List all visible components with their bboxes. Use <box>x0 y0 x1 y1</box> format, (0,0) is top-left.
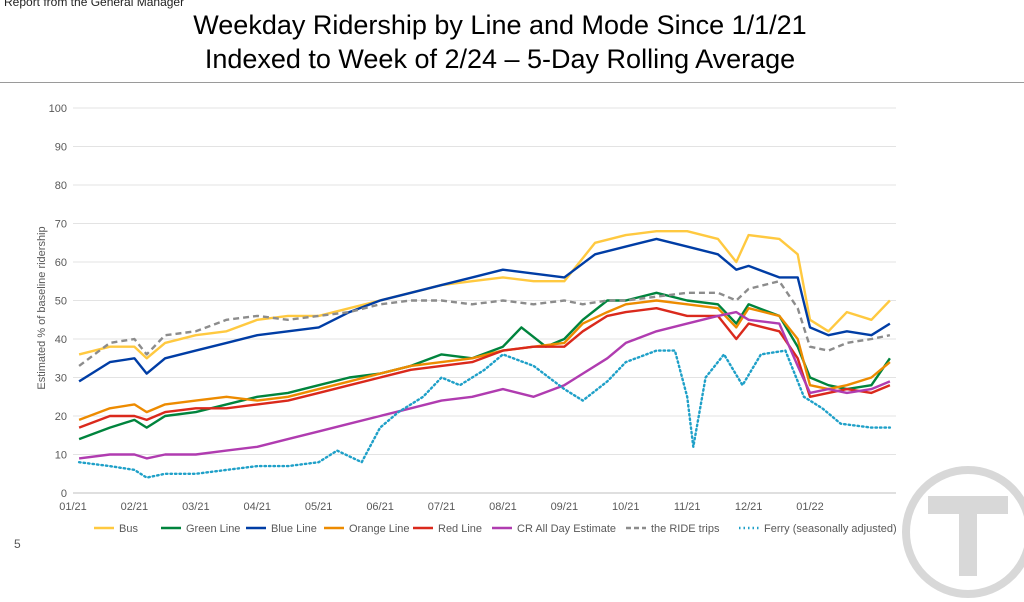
gridlines <box>73 107 896 494</box>
x-axis-ticks: 01/21 02/21 03/21 04/21 05/21 06/21 07/21 08/21… <box>59 501 824 513</box>
legend: Bus Green Line Blue Line Orange Line Red Lin… <box>94 523 897 535</box>
series-line-blue-line <box>78 237 891 383</box>
y-axis-label: Estimated % of baseline ridership <box>36 226 48 389</box>
series-lines <box>77 230 892 479</box>
y-tick-label: 10 <box>55 450 67 462</box>
chart-title-line-2: Indexed to Week of 2/24 – 5-Day Rolling … <box>204 44 796 74</box>
ridership-line-chart: 0 10 20 30 40 50 60 70 80 90 100 01/21 02/21 03/21 04… <box>36 103 897 535</box>
x-tick-label: 03/21 <box>182 501 210 513</box>
y-tick-label: 80 <box>55 180 67 192</box>
y-tick-label: 20 <box>55 411 67 423</box>
y-tick-label: 60 <box>55 257 67 269</box>
report-header-note: Report from the General Manager <box>4 0 185 9</box>
series-line-orange-line <box>78 299 891 422</box>
series-line-the-ride-trips <box>78 280 891 367</box>
x-tick-label: 01/22 <box>796 501 824 513</box>
series-line-cr-all-day-estimate <box>78 310 891 460</box>
x-tick-label: 02/21 <box>121 501 149 513</box>
legend-label: Blue Line <box>271 523 317 535</box>
chart-title-line-1: Weekday Ridership by Line and Mode Since… <box>193 10 807 40</box>
x-tick-label: 11/21 <box>674 501 701 513</box>
legend-label: the RIDE trips <box>651 523 720 535</box>
x-tick-label: 10/21 <box>612 501 640 513</box>
y-tick-label: 30 <box>55 373 67 385</box>
legend-label: Red Line <box>438 523 482 535</box>
legend-label: Ferry (seasonally adjusted) <box>764 523 897 535</box>
x-tick-label: 08/21 <box>489 501 517 513</box>
y-tick-label: 90 <box>55 142 67 154</box>
title-divider <box>0 82 1024 83</box>
y-axis-ticks: 0 10 20 30 40 50 60 70 80 90 100 <box>49 103 67 500</box>
series-line-ferry-seasonally-adjusted <box>77 349 892 479</box>
x-tick-label: 06/21 <box>366 501 394 513</box>
page-number: 5 <box>14 537 21 551</box>
series-line-bus <box>78 230 891 360</box>
mbta-t-logo-icon <box>902 466 1024 598</box>
x-tick-label: 04/21 <box>243 501 271 513</box>
x-tick-label: 09/21 <box>551 501 579 513</box>
y-tick-label: 100 <box>49 103 67 115</box>
y-tick-label: 50 <box>55 296 67 308</box>
x-tick-label: 01/21 <box>59 501 87 513</box>
x-tick-label: 07/21 <box>428 501 456 513</box>
x-tick-label: 12/21 <box>735 501 763 513</box>
y-tick-label: 70 <box>55 219 67 231</box>
y-tick-label: 40 <box>55 334 67 346</box>
x-tick-label: 05/21 <box>305 501 333 513</box>
legend-label: Orange Line <box>349 523 410 535</box>
y-tick-label: 0 <box>61 488 67 500</box>
legend-label: Green Line <box>186 523 240 535</box>
legend-label: Bus <box>119 523 138 535</box>
series-line-green-line <box>78 291 891 441</box>
legend-label: CR All Day Estimate <box>517 523 616 535</box>
